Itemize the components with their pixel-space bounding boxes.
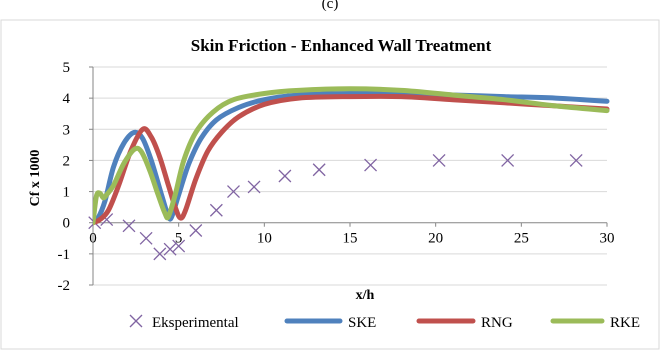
legend-label-eksperimental: Eksperimental bbox=[152, 315, 239, 331]
series-eksperimental-point-15 bbox=[501, 153, 515, 167]
series-eksperimental-point-14 bbox=[432, 153, 446, 167]
chart-title: Skin Friction - Enhanced Wall Treatment bbox=[191, 36, 492, 55]
series-eksperimental-point-7 bbox=[189, 224, 203, 237]
x-tick-label-2: 10 bbox=[257, 231, 272, 247]
legend: Eksperimental SKE RNG RKE bbox=[129, 314, 640, 331]
x-tick-label-0: 0 bbox=[89, 231, 97, 247]
x-tick-label-6: 30 bbox=[600, 231, 615, 247]
series-eksperimental-point-3 bbox=[139, 231, 153, 245]
chart-frame bbox=[0, 19, 660, 350]
legend-marker-eksperimental bbox=[129, 314, 143, 328]
y-tick-label-7: 5 bbox=[63, 60, 71, 76]
series-line-rke bbox=[93, 86, 610, 226]
series-eksperimental-point-8 bbox=[209, 203, 223, 217]
header-fragment: (c) bbox=[322, 0, 339, 12]
series-eksperimental-point-12 bbox=[312, 163, 326, 177]
y-axis-label: Cf x 1000 bbox=[28, 150, 43, 207]
legend-label-rng: RNG bbox=[481, 315, 513, 331]
series-line-ske bbox=[93, 90, 610, 226]
x-tick-label-5: 25 bbox=[514, 231, 529, 247]
x-tick-label-1: 5 bbox=[175, 231, 183, 247]
series-eksperimental-point-11 bbox=[278, 169, 292, 183]
legend-label-rke: RKE bbox=[610, 315, 640, 331]
y-tick-label-1: -1 bbox=[58, 247, 71, 263]
y-tick-label-6: 4 bbox=[63, 91, 71, 107]
x-tick-label-4: 20 bbox=[428, 231, 443, 247]
plot-area: -2 -1 0 1 2 3 4 5 0 5 10 15 20 25 30 bbox=[58, 60, 615, 294]
y-tick-label-2: 0 bbox=[63, 216, 71, 232]
x-axis-label: x/h bbox=[356, 288, 375, 303]
y-tick-label-0: -2 bbox=[58, 278, 71, 294]
series-eksperimental-point-2 bbox=[122, 219, 136, 233]
series-eksperimental-point-5 bbox=[163, 242, 177, 256]
legend-label-ske: SKE bbox=[348, 315, 376, 331]
x-tick-label-3: 15 bbox=[343, 231, 358, 247]
y-tick-label-3: 1 bbox=[63, 185, 71, 201]
y-tick-label-5: 3 bbox=[63, 122, 71, 138]
series-eksperimental-point-13 bbox=[364, 158, 378, 172]
series-eksperimental-point-6 bbox=[172, 239, 186, 253]
series-eksperimental-point-9 bbox=[227, 185, 240, 199]
series-eksperimental-point-16 bbox=[569, 153, 583, 167]
series-eksperimental-point-4 bbox=[153, 247, 167, 261]
series-eksperimental-point-10 bbox=[247, 180, 261, 194]
y-tick-label-4: 2 bbox=[63, 153, 71, 169]
